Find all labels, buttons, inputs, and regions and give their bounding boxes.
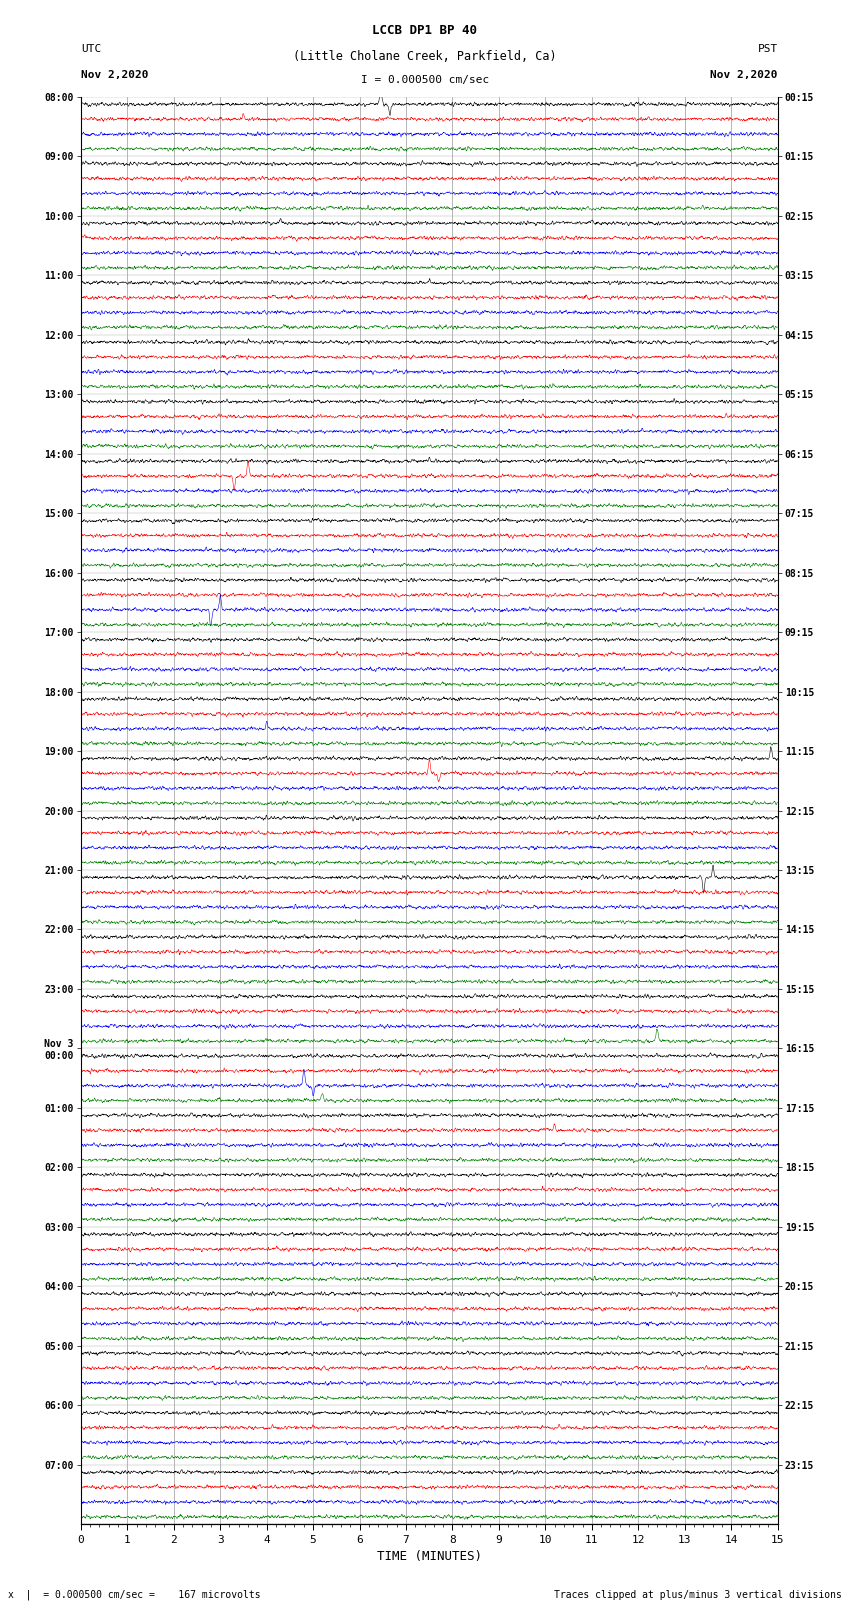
- Text: Traces clipped at plus/minus 3 vertical divisions: Traces clipped at plus/minus 3 vertical …: [553, 1590, 842, 1600]
- X-axis label: TIME (MINUTES): TIME (MINUTES): [377, 1550, 482, 1563]
- Text: x  |  = 0.000500 cm/sec =    167 microvolts: x | = 0.000500 cm/sec = 167 microvolts: [8, 1589, 261, 1600]
- Text: Nov 2,2020: Nov 2,2020: [711, 69, 778, 79]
- Text: PST: PST: [757, 44, 778, 53]
- Text: UTC: UTC: [81, 44, 101, 53]
- Text: (Little Cholane Creek, Parkfield, Ca): (Little Cholane Creek, Parkfield, Ca): [293, 50, 557, 63]
- Text: Nov 2,2020: Nov 2,2020: [81, 69, 148, 79]
- Text: I = 0.000500 cm/sec: I = 0.000500 cm/sec: [361, 76, 489, 85]
- Text: LCCB DP1 BP 40: LCCB DP1 BP 40: [372, 24, 478, 37]
